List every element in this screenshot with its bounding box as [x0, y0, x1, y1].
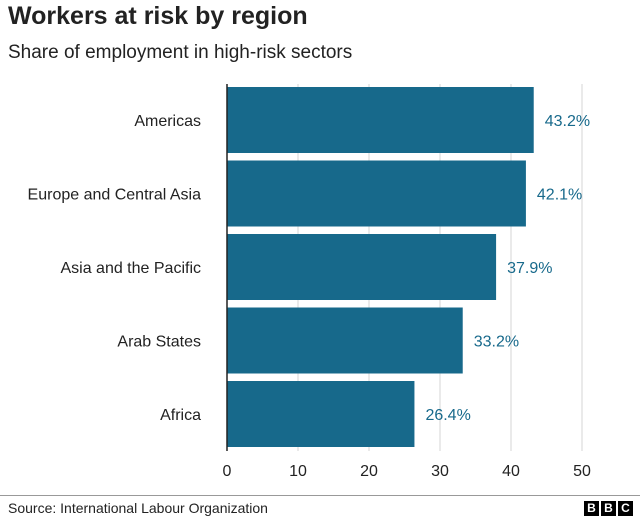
bar — [227, 87, 534, 153]
bar — [227, 381, 415, 447]
logo-letter: B — [601, 501, 616, 516]
data-label: 26.4% — [425, 407, 470, 424]
footer-divider — [0, 495, 640, 496]
x-tick-label: 40 — [502, 463, 520, 480]
labels: 0 10 20 30 40 50 Americas 43.2% Europe and Centr… — [28, 113, 591, 480]
bar — [227, 307, 463, 374]
category-label: Arab States — [117, 334, 201, 351]
bar — [227, 160, 526, 227]
category-label: Europe and Central Asia — [28, 187, 202, 204]
category-label: Asia and the Pacific — [60, 260, 201, 277]
bars — [226, 84, 534, 451]
bar-chart: 0 10 20 30 40 50 Americas 43.2% Europe and Centr… — [28, 84, 591, 480]
x-tick-label: 50 — [573, 463, 591, 480]
chart-subtitle: Share of employment in high-risk sectors — [8, 42, 353, 63]
data-label: 43.2% — [545, 113, 590, 130]
logo-letter: B — [584, 501, 599, 516]
x-tick-label: 20 — [360, 463, 378, 480]
bbc-logo: B B C — [584, 501, 633, 516]
data-label: 33.2% — [474, 334, 519, 351]
x-tick-label: 0 — [223, 463, 232, 480]
data-label: 37.9% — [507, 260, 552, 277]
category-label: Americas — [134, 113, 201, 130]
bar — [227, 234, 497, 300]
data-label: 42.1% — [537, 187, 582, 204]
category-label: Africa — [160, 407, 201, 424]
source-note: Source: International Labour Organizatio… — [8, 500, 268, 516]
x-tick-label: 30 — [431, 463, 449, 480]
x-tick-label: 10 — [289, 463, 307, 480]
chart-title: Workers at risk by region — [8, 2, 308, 30]
logo-letter: C — [618, 501, 633, 516]
